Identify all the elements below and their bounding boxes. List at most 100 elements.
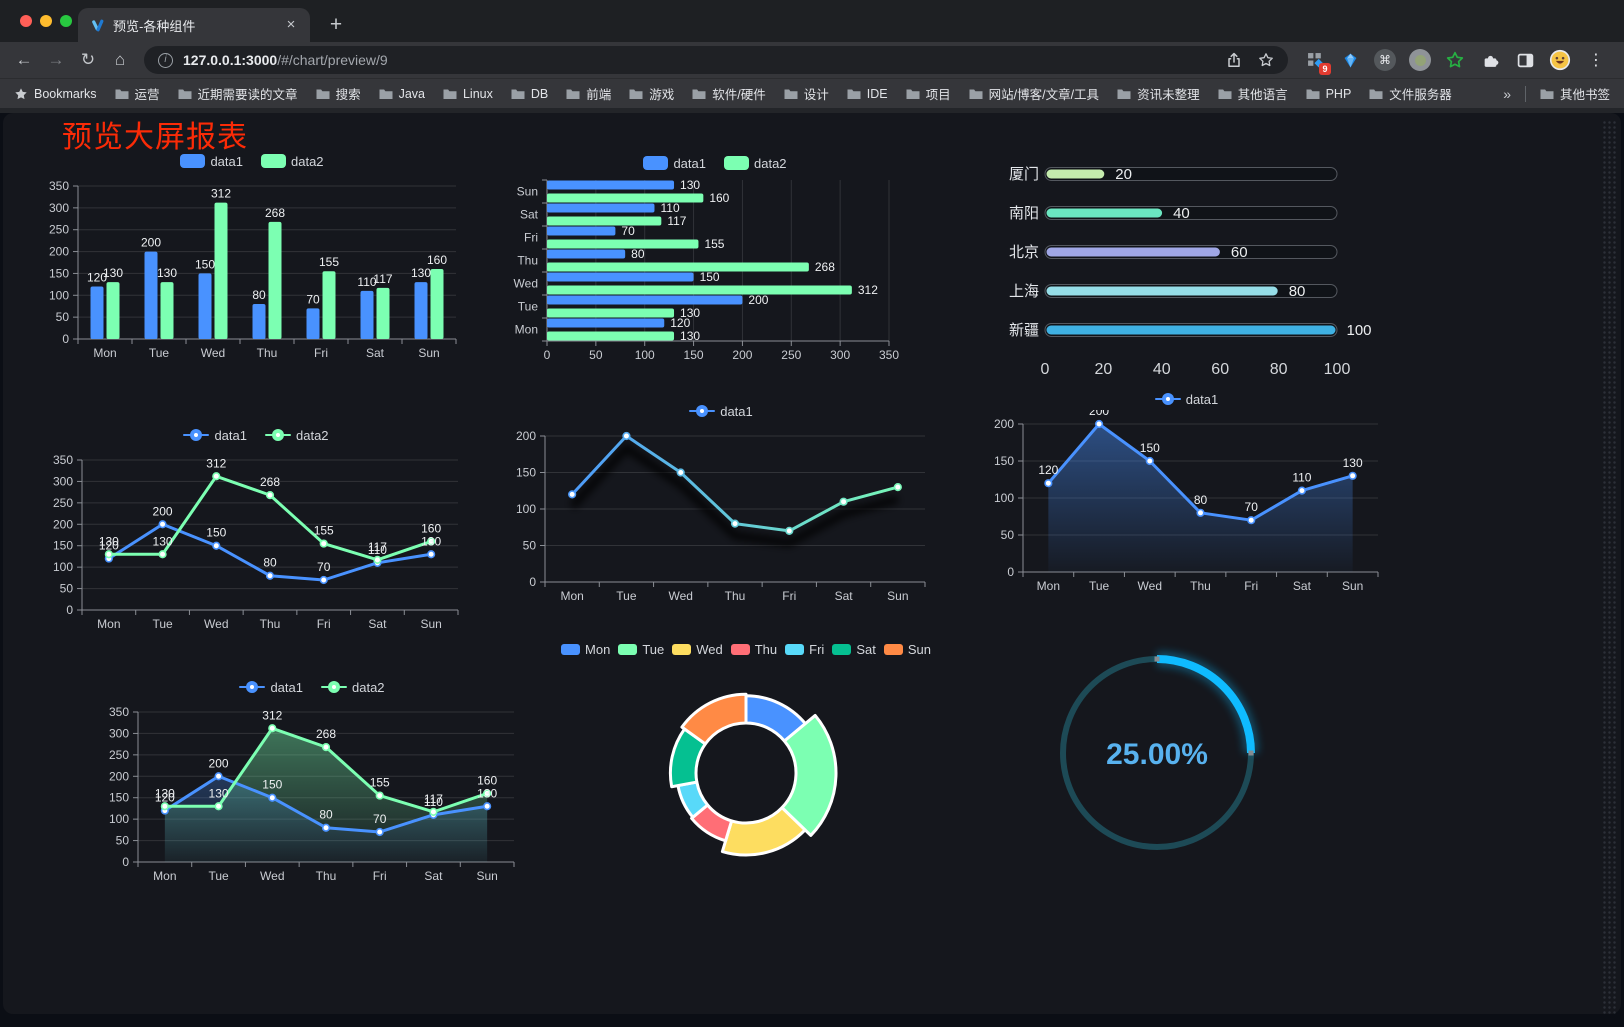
two-series-line-chart[interactable]: data1 data2 0 50 100 150 200 250 300 350 Mon Tue Wed… xyxy=(42,424,470,636)
legend-item-Sun[interactable]: Sun xyxy=(883,642,931,657)
minimize-window-button[interactable] xyxy=(40,15,52,27)
bookmark-folder[interactable]: 搜索 xyxy=(316,84,361,103)
swatch-icon xyxy=(785,643,805,655)
bookmark-folder[interactable]: 网站/博客/文章/工具 xyxy=(969,84,1099,103)
legend-item-data2[interactable]: data2 xyxy=(265,428,329,443)
bookmark-folder[interactable]: 软件/硬件 xyxy=(692,84,766,103)
tab-close-button[interactable]: × xyxy=(286,16,296,33)
legend-item-data1[interactable]: data1 xyxy=(1154,392,1218,407)
forward-button[interactable]: → xyxy=(47,50,65,69)
extensions-area: 9 ⌘ xyxy=(1298,49,1614,75)
legend-item-data2[interactable]: data2 xyxy=(261,154,324,169)
line-legend-marker xyxy=(321,681,347,693)
svg-text:117: 117 xyxy=(368,540,387,554)
record-extension-icon[interactable] xyxy=(1409,49,1431,71)
legend-item-data2[interactable]: data2 xyxy=(321,680,385,695)
command-extension-icon[interactable]: ⌘ xyxy=(1374,49,1396,71)
legend-item-data1[interactable]: data1 xyxy=(643,156,706,171)
bookmark-folder[interactable]: 资讯未整理 xyxy=(1117,84,1200,103)
site-info-icon[interactable]: i xyxy=(158,52,173,68)
new-tab-button[interactable]: + xyxy=(329,13,343,36)
svg-text:117: 117 xyxy=(373,272,392,286)
gem-extension-icon[interactable] xyxy=(1339,49,1361,71)
zoom-window-button[interactable] xyxy=(60,15,72,27)
bookmark-folder[interactable]: 设计 xyxy=(784,84,829,103)
bookmark-folder[interactable]: Linux xyxy=(443,84,493,103)
bookmark-folder[interactable]: 其他语言 xyxy=(1218,84,1288,103)
svg-text:南阳: 南阳 xyxy=(1009,205,1039,222)
svg-text:350: 350 xyxy=(53,453,73,467)
legend-item-Fri[interactable]: Fri xyxy=(785,642,824,657)
svg-text:Wed: Wed xyxy=(1138,579,1162,593)
legend-item-Sat[interactable]: Sat xyxy=(832,642,876,657)
svg-text:Fri: Fri xyxy=(524,231,538,245)
tab-title: 预览-各种组件 xyxy=(113,18,196,34)
bookmark-folder[interactable]: 近期需要读的文章 xyxy=(178,84,298,103)
svg-text:Wed: Wed xyxy=(201,346,225,360)
two-series-area-chart[interactable]: data1 data2 0 50 100 150 200 250 300 350 Mon Tue We… xyxy=(98,676,526,888)
tab-strip: 预览-各种组件 × + xyxy=(0,0,1624,42)
legend-item-Thu[interactable]: Thu xyxy=(730,642,777,657)
legend-item-data1[interactable]: data1 xyxy=(183,428,247,443)
legend-item-Wed[interactable]: Wed xyxy=(672,642,723,657)
svg-text:350: 350 xyxy=(879,348,899,362)
svg-text:130: 130 xyxy=(209,786,229,800)
share-icon[interactable] xyxy=(1226,52,1242,68)
svg-text:150: 150 xyxy=(49,266,69,280)
svg-text:100: 100 xyxy=(516,502,536,516)
bookmark-star-icon[interactable] xyxy=(1258,52,1274,68)
svg-text:Sat: Sat xyxy=(1293,579,1312,593)
gauge-progress-chart[interactable]: 25.00% xyxy=(1033,644,1281,878)
area-line-chart[interactable]: data1 0 50 100 150 200 Mon Tue Wed Thu Fri Sat Sun 1… xyxy=(983,388,1390,598)
svg-text:Sun: Sun xyxy=(1342,579,1363,593)
legend-item-data1[interactable]: data1 xyxy=(239,680,303,695)
home-button[interactable]: ⌂ xyxy=(114,50,126,69)
bookmark-folder[interactable]: 文件服务器 xyxy=(1369,84,1452,103)
extensions-puzzle-icon[interactable] xyxy=(1479,49,1501,71)
bookmark-folder[interactable]: PHP xyxy=(1306,84,1351,103)
legend-item-data1[interactable]: data1 xyxy=(180,154,243,169)
extension-tabs-icon[interactable]: 9 xyxy=(1304,49,1331,75)
svg-text:Mon: Mon xyxy=(153,869,176,883)
svg-text:100: 100 xyxy=(994,491,1014,505)
gradient-line-chart[interactable]: data1 0 50 100 150 200 Mon Tue Wed Thu Fri Sat Sun xyxy=(505,400,937,608)
browser-menu-button[interactable]: ⋮ xyxy=(1588,52,1604,69)
horizontal-bar-chart[interactable]: data1 data2 0 50 100 150 200 250 300 350 Sun 130 160… xyxy=(505,152,925,365)
bookmarks-manager[interactable]: Bookmarks xyxy=(14,87,97,101)
address-bar[interactable]: i 127.0.0.1:3000/#/chart/preview/9 xyxy=(144,46,1288,74)
bookmark-folder[interactable]: 项目 xyxy=(906,84,951,103)
bookmark-folder[interactable]: DB xyxy=(511,84,548,103)
legend-item-data1[interactable]: data1 xyxy=(689,404,753,419)
bookmark-folder[interactable]: 前端 xyxy=(566,84,611,103)
city-progress-chart[interactable]: 厦门 20 南阳 40 北京 60 上海 80 新疆 100 0 20 40 60 80 100 xyxy=(965,152,1395,389)
bookmarks-overflow-chevron[interactable]: » xyxy=(1503,85,1511,102)
svg-text:130: 130 xyxy=(103,266,123,280)
svg-text:北京: 北京 xyxy=(1009,244,1039,261)
bookmark-folder[interactable]: 游戏 xyxy=(629,84,674,103)
grouped-bar-chart[interactable]: data1 data2 0 50 100 150 200 250 300 350 Mon Tue Wed… xyxy=(38,150,466,365)
donut-chart[interactable]: Mon Tue Wed Thu Fri Sat Sun xyxy=(545,638,947,896)
sidebar-toggle-icon[interactable] xyxy=(1514,49,1536,71)
bookmark-folder[interactable]: IDE xyxy=(847,84,888,103)
svg-text:110: 110 xyxy=(660,201,679,215)
svg-text:160: 160 xyxy=(477,773,497,787)
svg-text:100: 100 xyxy=(53,560,73,574)
browser-tab[interactable]: 预览-各种组件 × xyxy=(78,8,310,42)
green-star-extension-icon[interactable] xyxy=(1444,49,1466,71)
svg-text:新疆: 新疆 xyxy=(1009,322,1039,339)
profile-avatar[interactable] xyxy=(1549,49,1571,71)
back-button[interactable]: ← xyxy=(15,50,33,69)
reload-button[interactable]: ↻ xyxy=(80,50,96,69)
bookmark-folder[interactable]: Java xyxy=(379,84,425,103)
legend-item-Tue[interactable]: Tue xyxy=(618,642,664,657)
svg-text:60: 60 xyxy=(1231,244,1248,261)
close-window-button[interactable] xyxy=(20,15,32,27)
svg-text:150: 150 xyxy=(195,257,215,271)
svg-text:117: 117 xyxy=(424,792,443,806)
svg-text:160: 160 xyxy=(709,191,729,205)
svg-text:Mon: Mon xyxy=(1037,579,1060,593)
legend-item-Mon[interactable]: Mon xyxy=(561,642,610,657)
legend-item-data2[interactable]: data2 xyxy=(724,156,787,171)
other-bookmarks-folder[interactable]: 其他书签 xyxy=(1540,84,1610,103)
bookmark-folder[interactable]: 运营 xyxy=(115,84,160,103)
